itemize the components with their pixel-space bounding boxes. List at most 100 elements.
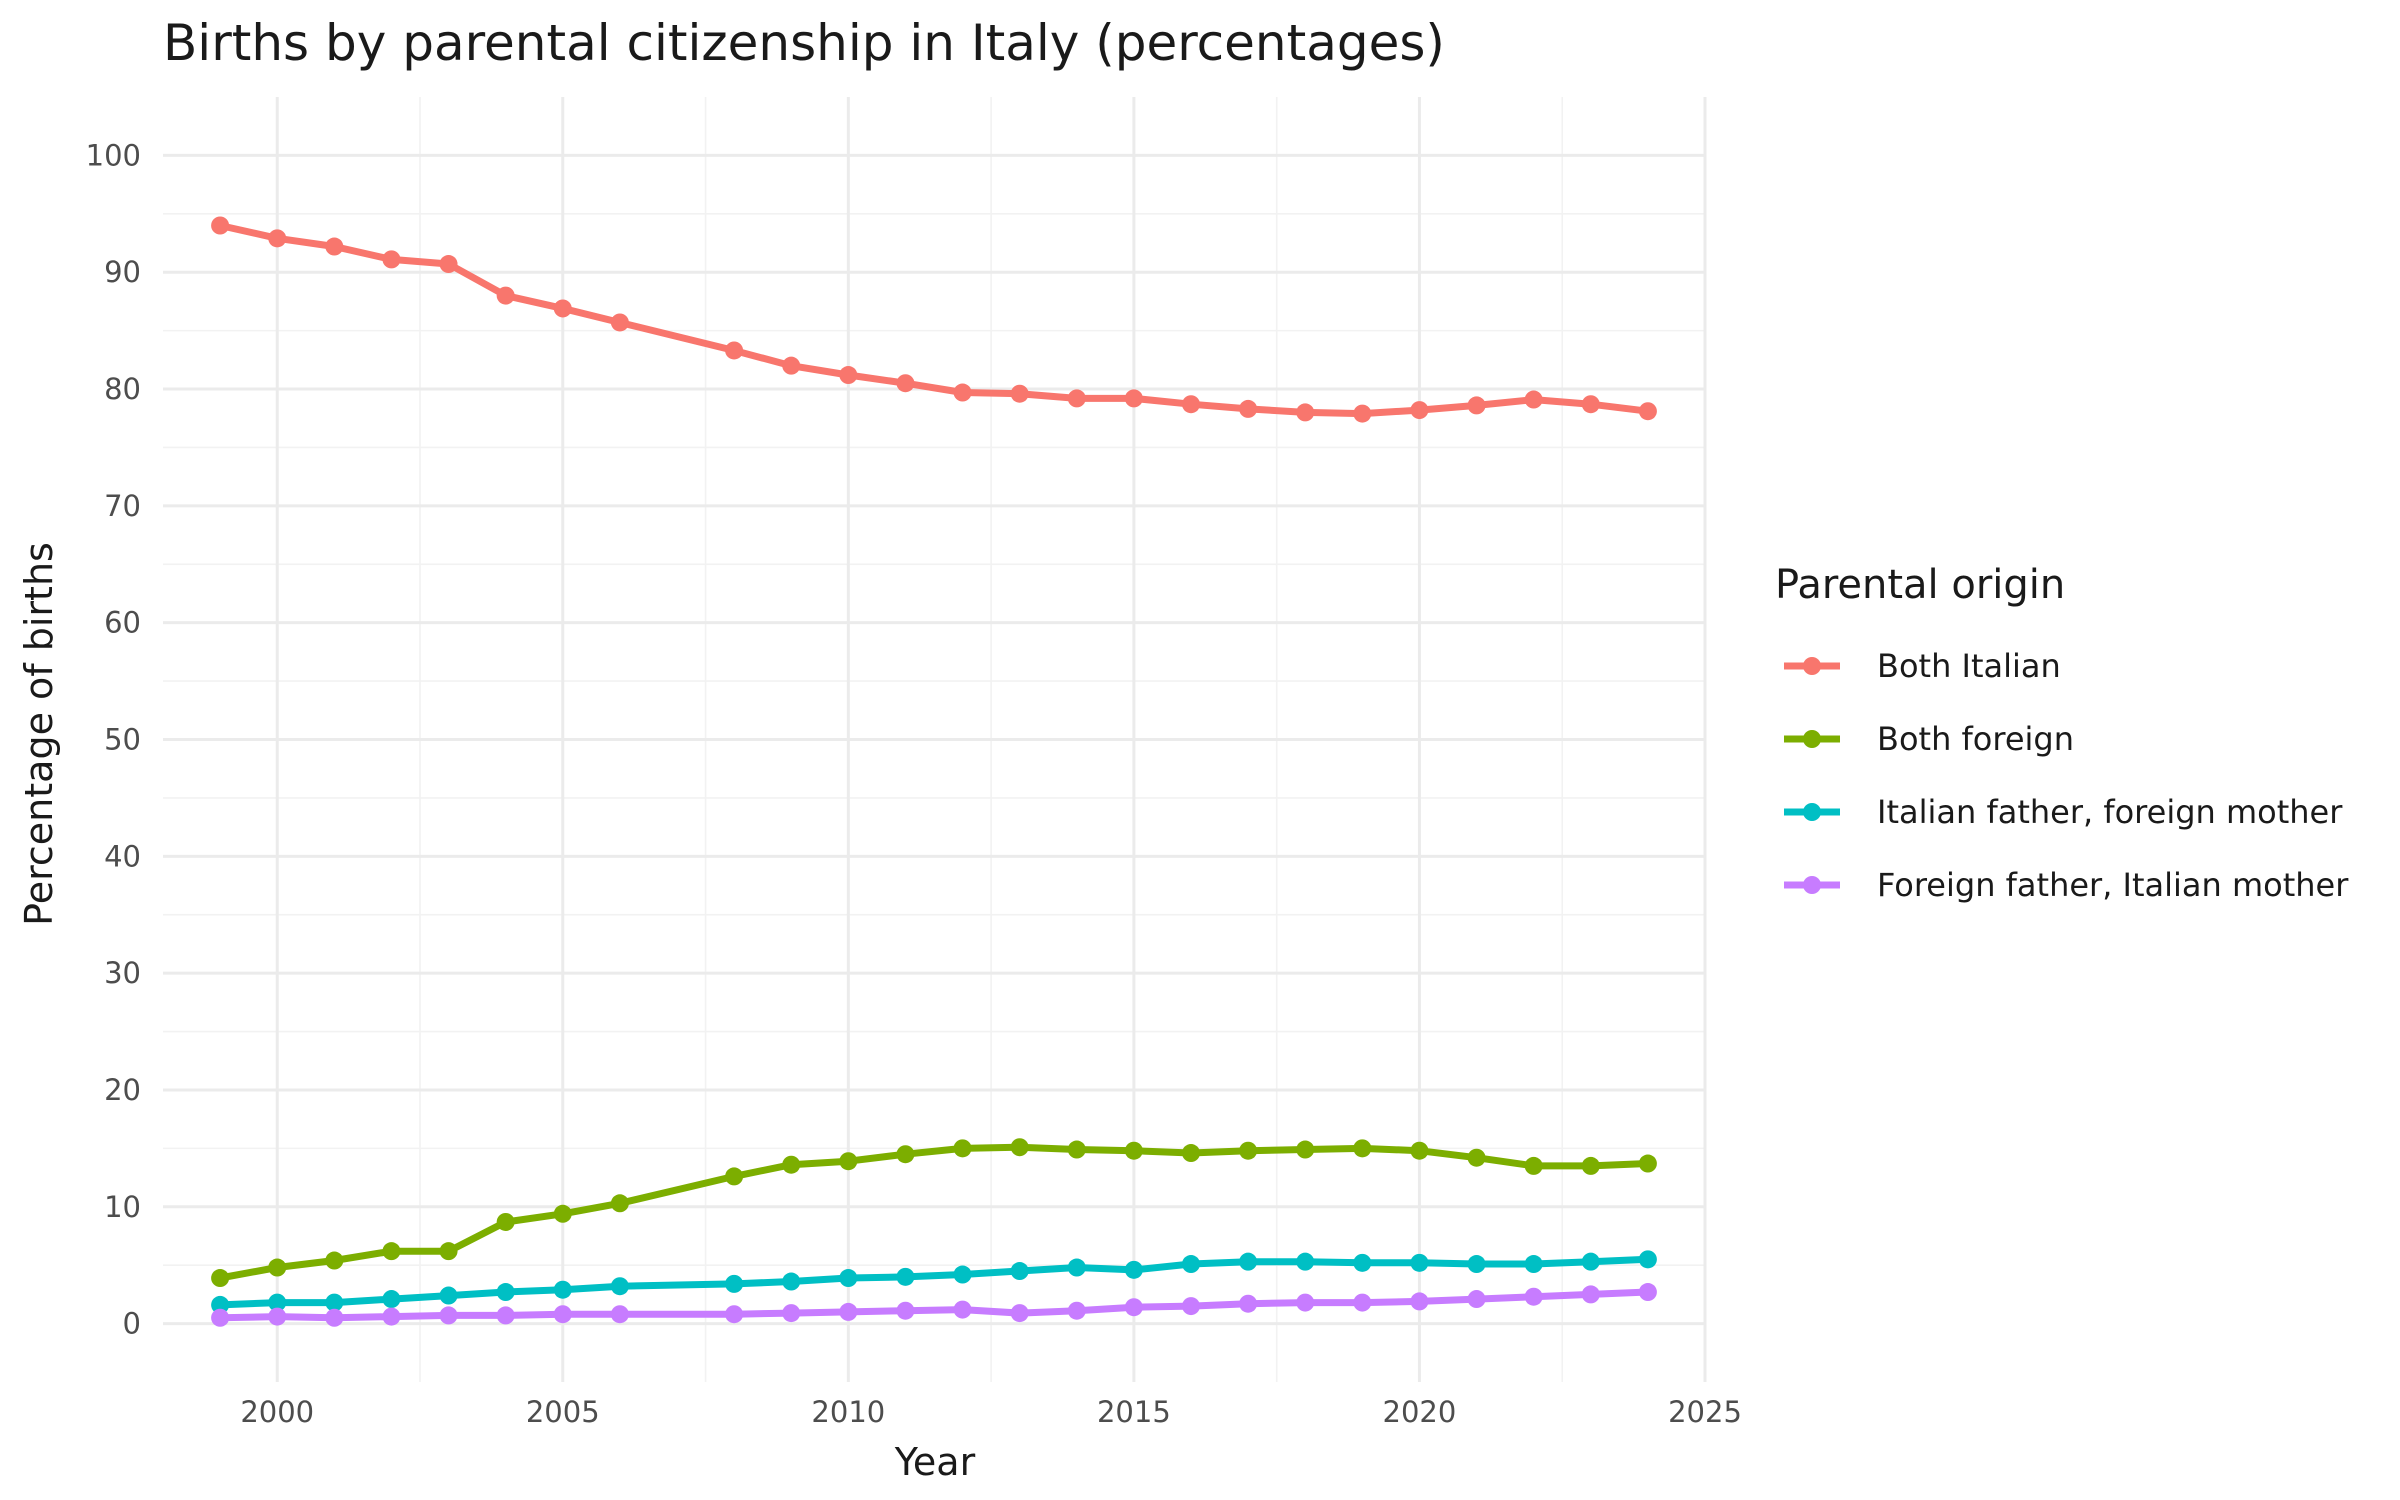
data-point (496, 286, 515, 305)
data-point (382, 1307, 401, 1326)
legend-item: Both foreign (1784, 720, 2074, 758)
legend-title: Parental origin (1775, 562, 2065, 608)
data-point (1353, 1253, 1372, 1272)
y-tick-label: 20 (104, 1073, 141, 1107)
chart-title: Births by parental citizenship in Italy … (163, 14, 1445, 72)
data-point (1239, 1252, 1258, 1271)
data-point (1524, 1156, 1543, 1175)
data-point (953, 1300, 972, 1319)
x-tick-label: 2020 (1383, 1395, 1457, 1429)
data-point (1410, 1141, 1429, 1160)
data-point (1296, 403, 1315, 422)
y-tick-label: 100 (86, 138, 141, 172)
data-point (1638, 1154, 1657, 1173)
data-point (610, 313, 629, 332)
legend-item: Both Italian (1784, 647, 2061, 685)
data-point (1124, 389, 1143, 408)
series-line (216, 1143, 1652, 1282)
series-0 (211, 216, 1657, 423)
data-point (1524, 1287, 1543, 1306)
data-point (382, 250, 401, 269)
data-point (211, 1269, 230, 1288)
data-point (1410, 1253, 1429, 1272)
data-point (1638, 1283, 1657, 1302)
data-point (325, 1308, 344, 1327)
data-point (325, 237, 344, 256)
data-point (1581, 1156, 1600, 1175)
data-point (1467, 1148, 1486, 1167)
data-point (553, 1280, 572, 1299)
data-point (382, 1290, 401, 1309)
legend-item: Italian father, foreign mother (1784, 793, 2343, 831)
data-point (496, 1283, 515, 1302)
x-axis-ticks: 2000 2005 2010 2015 2020 2025 (240, 1395, 1742, 1429)
data-point (1467, 1255, 1486, 1274)
series-line (216, 222, 1652, 418)
data-point (1124, 1298, 1143, 1317)
data-point (1296, 1140, 1315, 1159)
legend-label: Both Italian (1877, 647, 2061, 685)
data-point (325, 1293, 344, 1312)
legend-label: Italian father, foreign mother (1877, 793, 2343, 831)
series-1 (211, 1138, 1657, 1288)
data-point (782, 1272, 801, 1291)
data-point (725, 1167, 744, 1186)
data-point (953, 1265, 972, 1284)
y-tick-label: 80 (104, 372, 141, 406)
legend-key-point (1803, 730, 1821, 748)
data-point (896, 1267, 915, 1286)
y-axis-ticks: 0 10 20 30 40 50 60 70 80 90 100 (86, 138, 141, 1340)
data-point (1581, 1285, 1600, 1304)
data-point (1353, 404, 1372, 423)
data-point (211, 1308, 230, 1327)
legend: Parental origin Both Italian Both foreign… (1775, 562, 2349, 904)
data-point (1010, 1262, 1029, 1281)
data-point (1353, 1139, 1372, 1158)
legend-key-point (1803, 657, 1821, 675)
data-point (725, 1305, 744, 1324)
data-point (725, 1274, 744, 1293)
data-point (1353, 1293, 1372, 1312)
data-point (1524, 390, 1543, 409)
data-point (725, 341, 744, 360)
y-tick-label: 90 (104, 255, 141, 289)
data-point (1010, 384, 1029, 403)
data-point (782, 1304, 801, 1323)
data-point (896, 374, 915, 393)
legend-item: Foreign father, Italian mother (1784, 866, 2349, 904)
x-tick-label: 2005 (526, 1395, 600, 1429)
data-point (1067, 1258, 1086, 1277)
data-point (439, 1306, 458, 1325)
data-point (268, 229, 287, 248)
data-point (1182, 1297, 1200, 1316)
data-point (1296, 1252, 1315, 1271)
data-point (953, 383, 972, 402)
data-point (782, 356, 801, 375)
data-point (1638, 1250, 1657, 1269)
data-point (1467, 1290, 1486, 1309)
data-point (1067, 389, 1086, 408)
legend-key-point (1803, 876, 1821, 894)
data-point (1524, 1255, 1543, 1274)
y-tick-label: 10 (104, 1190, 141, 1224)
data-point (610, 1194, 629, 1213)
data-point (896, 1301, 915, 1320)
data-point (782, 1155, 801, 1174)
data-point (610, 1277, 629, 1296)
y-tick-label: 60 (104, 606, 141, 640)
legend-label: Both foreign (1877, 720, 2074, 758)
series-2 (211, 1250, 1657, 1314)
x-tick-label: 2010 (811, 1395, 885, 1429)
x-tick-label: 2025 (1668, 1395, 1742, 1429)
data-point (1067, 1301, 1086, 1320)
data-point (839, 1152, 858, 1171)
x-tick-label: 2015 (1097, 1395, 1171, 1429)
data-point (439, 1242, 458, 1261)
data-point (1010, 1304, 1029, 1323)
data-point (496, 1306, 515, 1325)
data-point (1124, 1260, 1143, 1279)
series-3 (211, 1283, 1657, 1327)
data-point (1182, 395, 1200, 414)
legend-label: Foreign father, Italian mother (1877, 866, 2349, 904)
